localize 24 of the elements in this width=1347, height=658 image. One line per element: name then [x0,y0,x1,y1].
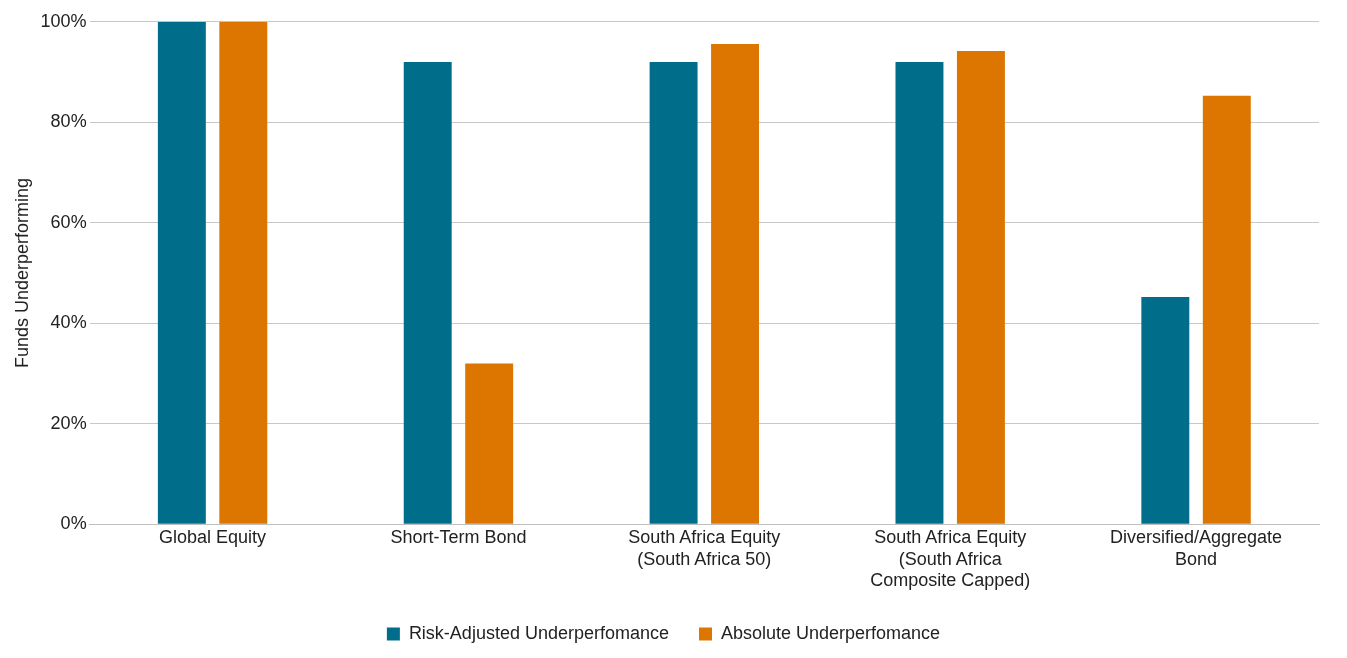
x-tick-label: South Africa Equity (South Africa 50) [628,526,781,569]
x-tick-label: Short-Term Bond [390,526,527,547]
x-tick-label: South Africa Equity (South Africa Composite Capped) [870,526,1031,591]
y-axis-title: Funds Underperforming [11,177,32,369]
bar [711,43,760,524]
bar [403,61,452,524]
x-tick-label: Diversified/Aggregate Bond [1110,526,1283,569]
bar [956,50,1005,524]
y-tick-label: 20% [50,412,87,433]
y-tick-label: 80% [50,111,87,132]
y-tick-label: 100% [40,10,87,31]
bar [895,61,944,524]
y-tick-label: 40% [50,312,87,333]
bar [649,61,698,524]
legend-label: Absolute Underperfomance [721,622,941,643]
bar [157,21,206,524]
y-tick-label: 0% [60,513,87,534]
y-tick-label: 60% [50,211,87,232]
bar [219,21,268,524]
bar [465,363,514,524]
legend-label: Risk-Adjusted Underperfomance [408,622,669,643]
bar [1202,95,1251,524]
bar [1141,297,1190,524]
x-tick-label: Global Equity [159,526,267,547]
